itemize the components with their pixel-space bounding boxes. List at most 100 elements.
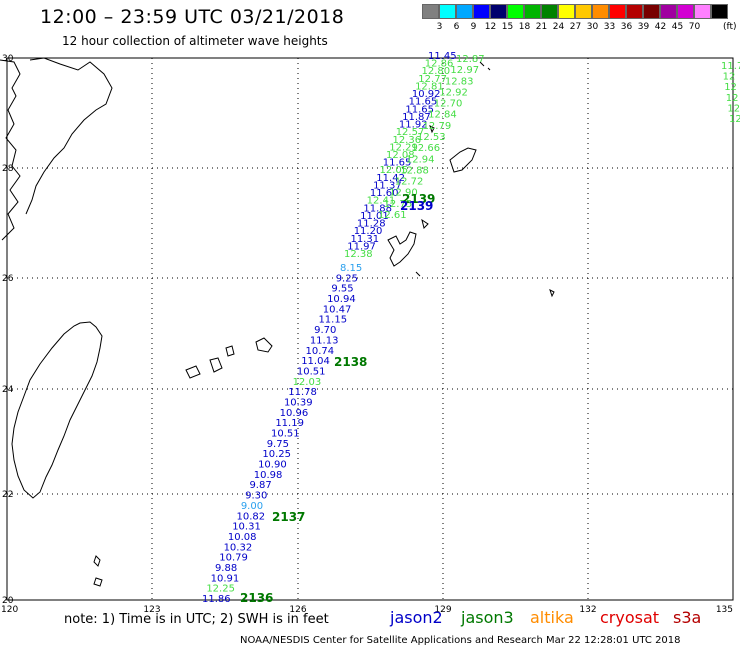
wave-height-value: 12 <box>729 114 740 125</box>
wave-height-value: 12.90 <box>389 188 418 199</box>
legend-swatch <box>490 4 507 19</box>
legend-label: 36 <box>620 22 633 32</box>
wave-height-value: 10.31 <box>232 522 261 533</box>
coastlines <box>0 57 555 587</box>
legend-label: 3 <box>436 22 443 32</box>
wave-height-value: 12.03 <box>293 377 322 388</box>
wave-height-value: 12.75 <box>384 199 413 210</box>
wave-height-value: 12.05 <box>380 165 409 176</box>
legend-label: 39 <box>637 22 650 32</box>
wave-height-value: 12.79 <box>423 121 452 132</box>
legend-swatch <box>694 4 711 19</box>
wave-height-value: 12.08 <box>386 150 415 161</box>
wave-height-value: 9.70 <box>314 325 336 336</box>
wave-height-value: 11.97 <box>347 241 376 252</box>
wave-height-value: 10.79 <box>219 553 248 564</box>
wave-height-value: 12.57 <box>396 127 425 138</box>
wave-height-value: 12.66 <box>411 143 440 154</box>
legend-label: 45 <box>671 22 684 32</box>
legend-label: 33 <box>603 22 616 32</box>
wave-height-value: 10.51 <box>297 366 326 377</box>
legend-label: 42 <box>654 22 667 32</box>
wave-height-value: 12.41 <box>367 196 396 207</box>
wave-height-value: 9.25 <box>336 273 358 284</box>
legend-swatch <box>439 4 456 19</box>
wave-height-value: 12 <box>724 82 737 93</box>
wave-height-value: 12.36 <box>392 135 421 146</box>
pass-number-label: 2138 <box>334 355 367 369</box>
wave-height-value: 11.31 <box>350 234 379 245</box>
wave-height-value: 10.92 <box>412 89 441 100</box>
wave-height-value: 11.65 <box>409 97 438 108</box>
wave-height-value: 10.51 <box>271 429 300 440</box>
wave-height-value: 12.53 <box>417 132 446 143</box>
wave-height-value: 11.13 <box>310 335 339 346</box>
wave-height-value: 11.20 <box>354 226 383 237</box>
map-subtitle: 12 hour collection of altimeter wave hei… <box>62 34 328 48</box>
legend-swatch <box>422 4 439 19</box>
longitude-label: 132 <box>579 605 596 615</box>
wave-height-value: 12.88 <box>400 165 429 176</box>
legend-swatch <box>456 4 473 19</box>
wave-height-value: 10.98 <box>254 470 283 481</box>
wave-height-value: 12.81 <box>415 81 444 92</box>
small-island-coast <box>93 61 555 587</box>
legend-label: 12 <box>484 22 497 32</box>
china-coast <box>0 57 113 241</box>
satellite-altika-label: altika <box>530 608 574 627</box>
pass-number-label: 2139 <box>400 199 433 213</box>
units-note: note: 1) Time is in UTC; 2) SWH is in fe… <box>64 612 329 627</box>
wave-height-value: 10.94 <box>327 294 356 305</box>
legend-swatch <box>558 4 575 19</box>
wave-height-value: 12.29 <box>389 142 418 153</box>
legend-unit: (ft) <box>723 22 737 32</box>
latitude-label: 30 <box>2 54 14 64</box>
latitude-label: 26 <box>2 274 14 284</box>
wave-height-value: 9.30 <box>245 491 267 502</box>
wave-height-value: 9.88 <box>215 563 237 574</box>
wave-height-value: 10.25 <box>262 449 291 460</box>
pass-number-label: 2139 <box>402 192 435 206</box>
wave-height-value: 11.04 <box>301 356 330 367</box>
legend-swatch <box>609 4 626 19</box>
wave-height-value: 8.15 <box>340 263 362 274</box>
map-frame <box>6 57 734 601</box>
wave-height-value: 11.78 <box>288 387 317 398</box>
wave-height-value: 11.7 <box>721 61 740 72</box>
lat-lon-grid <box>6 57 734 601</box>
legend-label: 30 <box>586 22 599 32</box>
latitude-label: 28 <box>2 164 14 174</box>
legend-swatch <box>473 4 490 19</box>
sakishima-islands-coast <box>185 337 273 379</box>
wave-height-value: 11.15 <box>318 315 347 326</box>
wave-height-value: 10.08 <box>228 532 257 543</box>
legend-label: 6 <box>453 22 460 32</box>
wave-height-value: 12.61 <box>378 210 407 221</box>
legend-swatch <box>677 4 694 19</box>
wave-height-value: 12.70 <box>434 99 463 110</box>
legend-label: 15 <box>501 22 514 32</box>
wave-height-value: 11.60 <box>370 188 399 199</box>
legend-swatch <box>524 4 541 19</box>
wave-height-value: 11.45 <box>428 51 457 62</box>
wave-height-value: 12.92 <box>439 87 468 98</box>
satellite-cryosat-label: cryosat <box>600 608 660 627</box>
wave-height-value: 12.80 <box>422 66 451 77</box>
wave-height-value: 12.72 <box>395 177 424 188</box>
legend-swatch <box>660 4 677 19</box>
wave-height-value: 12.94 <box>406 154 435 165</box>
wave-height-value: 12.97 <box>450 65 479 76</box>
wave-height-value: 12 <box>726 93 739 104</box>
longitude-label: 126 <box>289 605 306 615</box>
wave-height-value: 11.88 <box>363 203 392 214</box>
longitude-label: 120 <box>1 605 18 615</box>
wave-height-value: 11.42 <box>376 173 405 184</box>
wave-height-value: 9.00 <box>241 501 263 512</box>
wave-height-value: 11.65 <box>405 104 434 115</box>
legend-swatch <box>626 4 643 19</box>
legend-swatch <box>541 4 558 19</box>
wave-height-value: 10.82 <box>237 511 266 522</box>
wave-height-value: 10.47 <box>323 304 352 315</box>
wave-height-value: 12.25 <box>206 584 235 595</box>
